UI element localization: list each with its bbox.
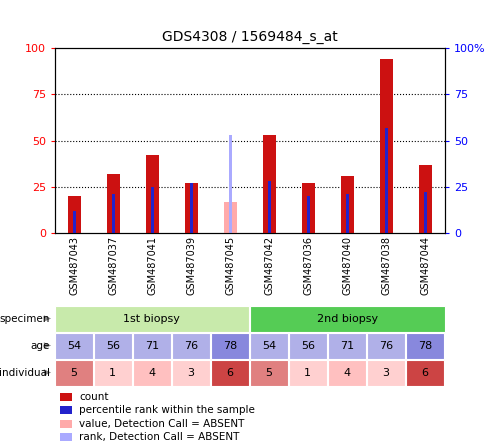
FancyBboxPatch shape bbox=[133, 333, 170, 359]
Text: 54: 54 bbox=[261, 341, 275, 351]
FancyBboxPatch shape bbox=[94, 361, 131, 386]
Text: count: count bbox=[79, 392, 108, 402]
FancyBboxPatch shape bbox=[249, 333, 287, 359]
Bar bbox=[301, 183, 315, 233]
Bar bbox=[340, 176, 354, 233]
Text: 4: 4 bbox=[343, 368, 349, 378]
Bar bbox=[345, 194, 349, 233]
FancyBboxPatch shape bbox=[211, 333, 248, 359]
Bar bbox=[60, 393, 72, 401]
FancyBboxPatch shape bbox=[327, 361, 365, 386]
Bar bbox=[267, 181, 271, 233]
Bar bbox=[145, 155, 159, 233]
FancyBboxPatch shape bbox=[172, 333, 209, 359]
Text: percentile rank within the sample: percentile rank within the sample bbox=[79, 405, 255, 415]
Text: 54: 54 bbox=[67, 341, 81, 351]
Text: 1: 1 bbox=[303, 368, 311, 378]
Text: 4: 4 bbox=[148, 368, 155, 378]
FancyBboxPatch shape bbox=[211, 361, 248, 386]
Bar bbox=[384, 127, 388, 233]
FancyBboxPatch shape bbox=[94, 333, 131, 359]
FancyBboxPatch shape bbox=[288, 333, 326, 359]
Bar bbox=[60, 406, 72, 414]
Bar bbox=[223, 202, 237, 233]
FancyBboxPatch shape bbox=[55, 306, 248, 332]
Text: specimen: specimen bbox=[0, 313, 50, 324]
Text: individual: individual bbox=[0, 368, 50, 377]
FancyBboxPatch shape bbox=[172, 361, 209, 386]
FancyBboxPatch shape bbox=[405, 333, 443, 359]
Polygon shape bbox=[44, 315, 51, 322]
Title: GDS4308 / 1569484_s_at: GDS4308 / 1569484_s_at bbox=[162, 30, 337, 44]
Bar bbox=[73, 211, 76, 233]
Text: 6: 6 bbox=[421, 368, 427, 378]
Text: 2nd biopsy: 2nd biopsy bbox=[316, 314, 378, 324]
Bar bbox=[106, 174, 120, 233]
Text: 76: 76 bbox=[183, 341, 197, 351]
Bar bbox=[68, 196, 81, 233]
FancyBboxPatch shape bbox=[366, 333, 404, 359]
Text: 76: 76 bbox=[378, 341, 392, 351]
Text: 1: 1 bbox=[109, 368, 116, 378]
Text: rank, Detection Call = ABSENT: rank, Detection Call = ABSENT bbox=[79, 432, 239, 442]
FancyBboxPatch shape bbox=[405, 361, 443, 386]
Bar bbox=[306, 196, 310, 233]
Bar bbox=[262, 135, 276, 233]
Text: 1st biopsy: 1st biopsy bbox=[123, 314, 180, 324]
Text: 78: 78 bbox=[222, 341, 236, 351]
Text: 5: 5 bbox=[265, 368, 272, 378]
Text: value, Detection Call = ABSENT: value, Detection Call = ABSENT bbox=[79, 419, 244, 429]
FancyBboxPatch shape bbox=[366, 361, 404, 386]
Text: age: age bbox=[30, 341, 50, 350]
FancyBboxPatch shape bbox=[55, 361, 92, 386]
Text: 71: 71 bbox=[144, 341, 158, 351]
Text: 3: 3 bbox=[187, 368, 194, 378]
Text: 3: 3 bbox=[381, 368, 389, 378]
Text: 56: 56 bbox=[300, 341, 314, 351]
Bar bbox=[423, 192, 426, 233]
FancyBboxPatch shape bbox=[55, 333, 92, 359]
Bar bbox=[184, 183, 198, 233]
Polygon shape bbox=[44, 342, 51, 349]
FancyBboxPatch shape bbox=[288, 361, 326, 386]
Bar bbox=[60, 433, 72, 441]
Text: 5: 5 bbox=[70, 368, 77, 378]
Text: 6: 6 bbox=[226, 368, 233, 378]
FancyBboxPatch shape bbox=[133, 361, 170, 386]
Polygon shape bbox=[44, 369, 51, 376]
Bar bbox=[228, 135, 232, 233]
FancyBboxPatch shape bbox=[327, 333, 365, 359]
Bar bbox=[189, 183, 193, 233]
Text: 56: 56 bbox=[106, 341, 120, 351]
Text: 78: 78 bbox=[417, 341, 431, 351]
Bar bbox=[60, 420, 72, 428]
Bar bbox=[379, 59, 393, 233]
Bar bbox=[150, 187, 154, 233]
FancyBboxPatch shape bbox=[249, 361, 287, 386]
Text: 71: 71 bbox=[339, 341, 353, 351]
Bar bbox=[418, 165, 431, 233]
Bar bbox=[111, 194, 115, 233]
FancyBboxPatch shape bbox=[249, 306, 444, 332]
